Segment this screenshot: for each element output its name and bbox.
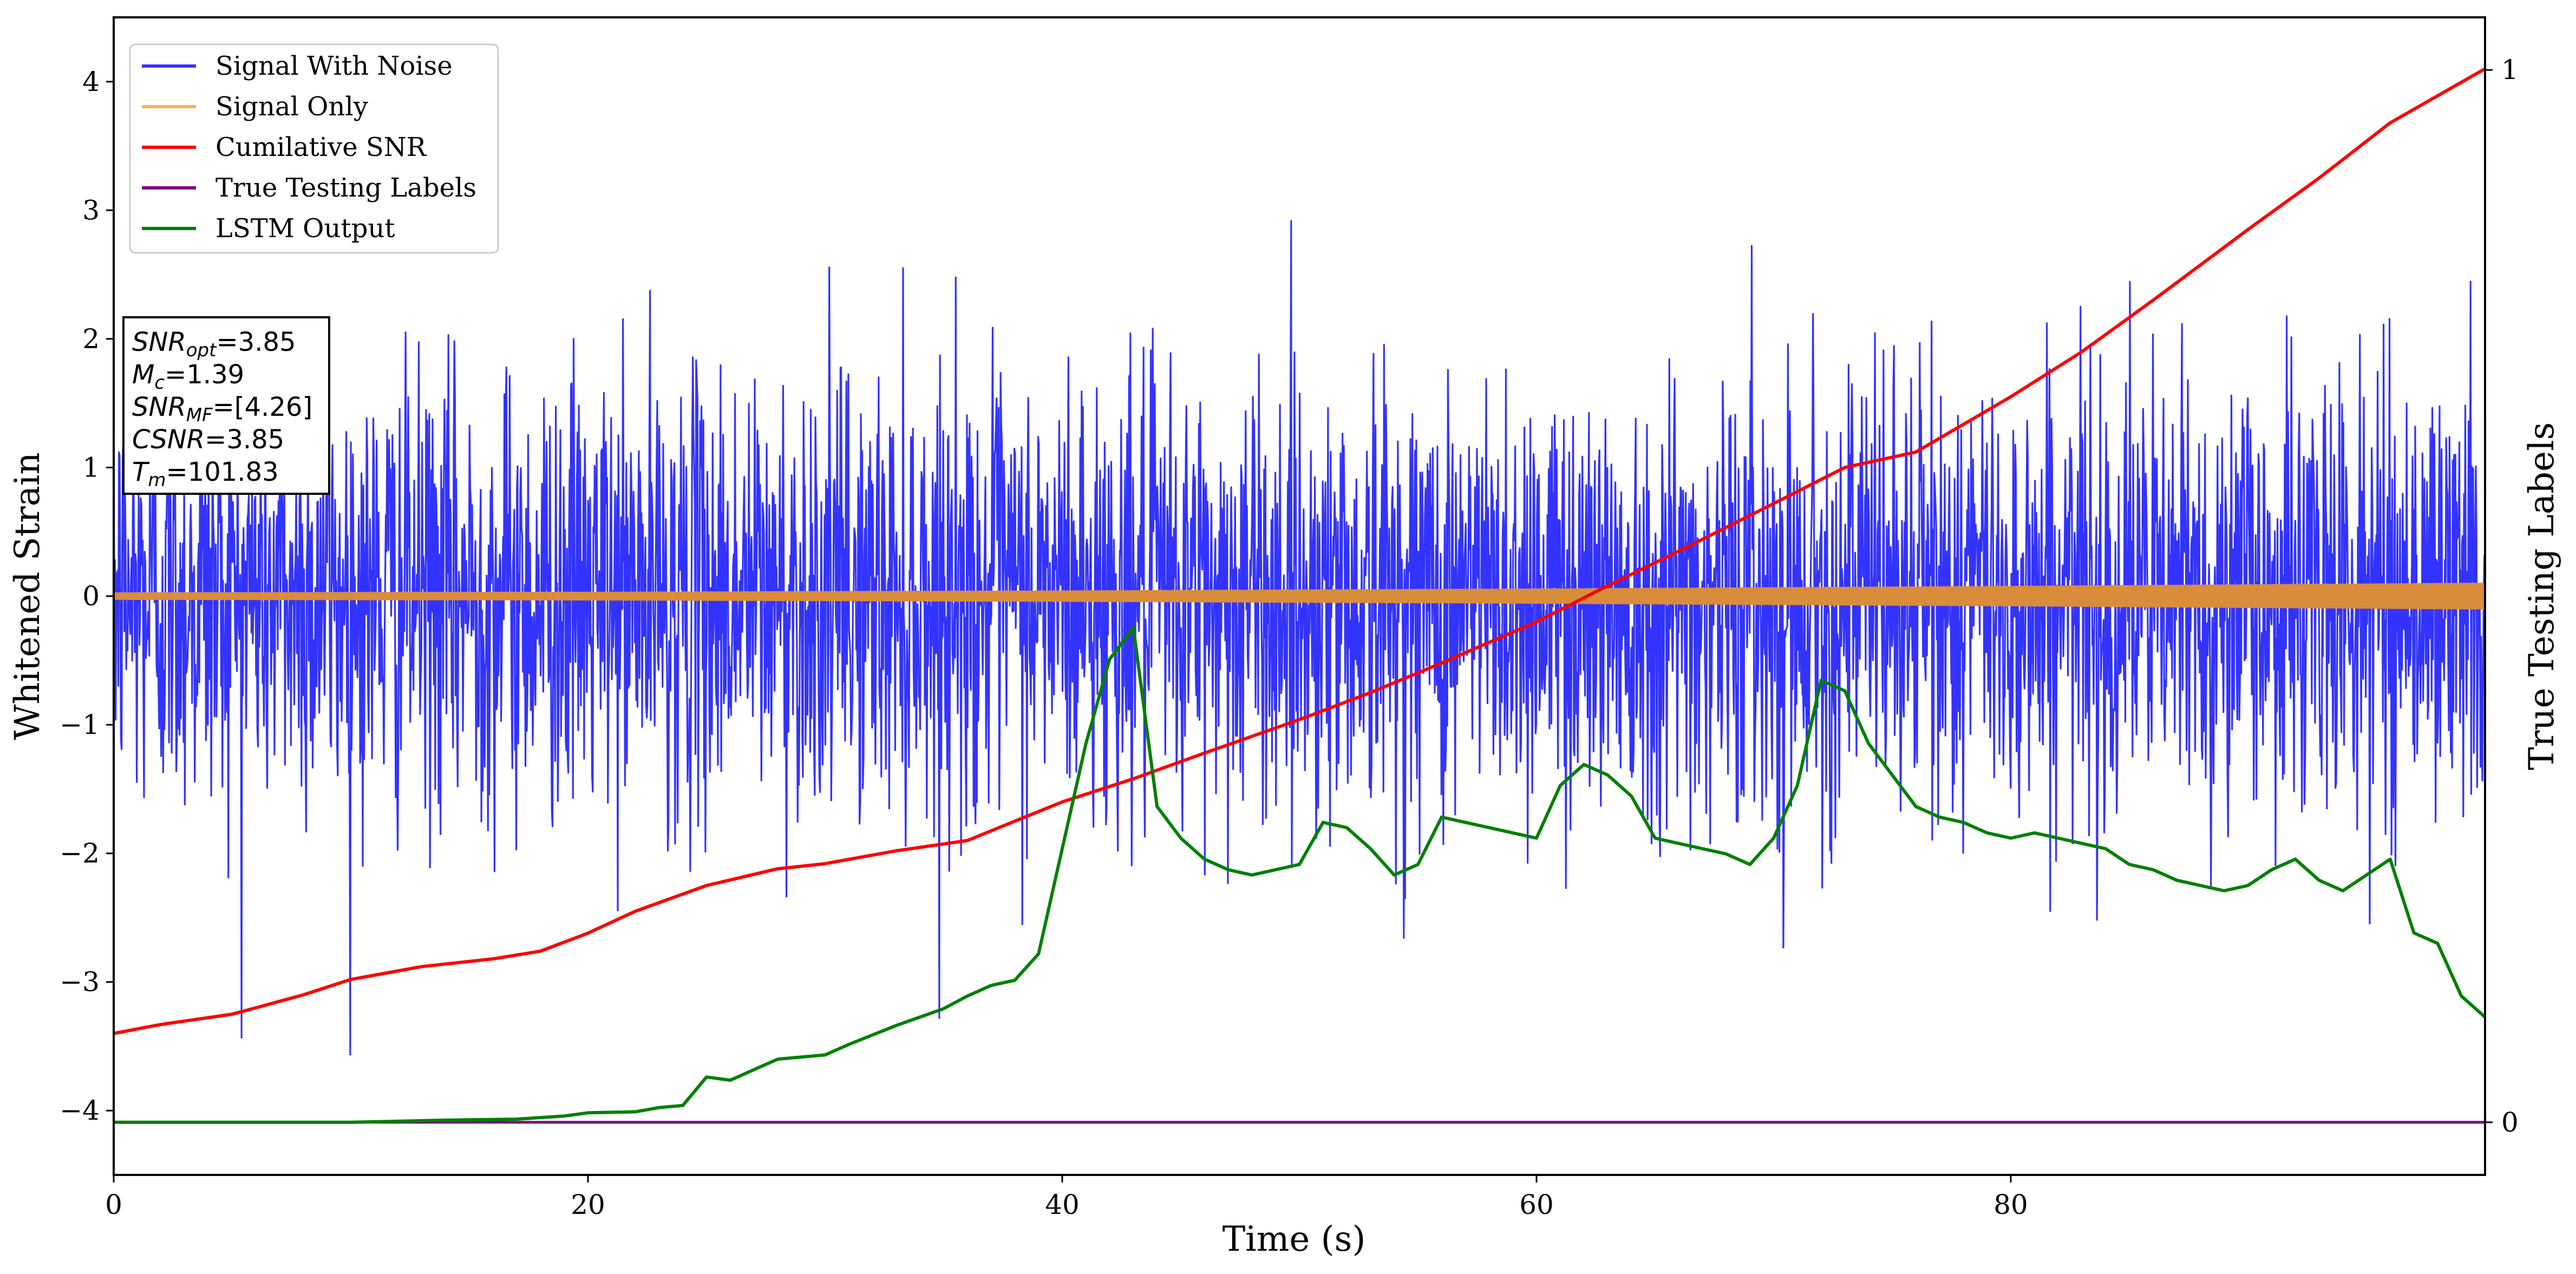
signal-only-band bbox=[114, 583, 2485, 610]
y-axis-title: Whitened Strain bbox=[8, 452, 48, 740]
x-axis: 0 20 40 60 80 bbox=[105, 1175, 2028, 1220]
y-tick-label: 1 bbox=[82, 452, 100, 483]
y-tick-label: 2 bbox=[82, 323, 100, 355]
signal-with-noise-line bbox=[114, 220, 2485, 1056]
x-axis-title: Time (s) bbox=[1222, 1219, 1366, 1259]
y-tick-label: −2 bbox=[60, 838, 100, 869]
plot-area bbox=[114, 67, 2485, 1124]
legend-label: True Testing Labels bbox=[215, 173, 476, 203]
signal-only-series bbox=[114, 583, 2485, 610]
annotation-lines: SNRopt=3.85Mc=1.39SNRMF=[4.26]CSNR=3.85T… bbox=[132, 327, 312, 491]
annotation-line: CSNR=3.85 bbox=[132, 424, 284, 455]
legend-label: Signal With Noise bbox=[215, 51, 453, 81]
y2-tick-label: 0 bbox=[2501, 1107, 2519, 1138]
legend-items: Signal With Noise Signal Only Cumilative S… bbox=[142, 51, 476, 244]
annotation-line: SNRopt=3.85 bbox=[132, 327, 296, 361]
x-tick-label: 20 bbox=[571, 1189, 605, 1220]
y-tick-label: 4 bbox=[82, 66, 100, 97]
annotation-box: SNRopt=3.85Mc=1.39SNRMF=[4.26]CSNR=3.85T… bbox=[122, 316, 330, 495]
line-series-group bbox=[114, 67, 2485, 1124]
annotation-frame bbox=[122, 316, 330, 495]
legend-label: LSTM Output bbox=[215, 213, 395, 244]
y-tick-label: −1 bbox=[60, 709, 100, 741]
annotation-line: SNRMF=[4.26] bbox=[132, 392, 312, 426]
annotation-line: Tm=101.83 bbox=[132, 457, 279, 491]
legend-label: Signal Only bbox=[215, 92, 368, 122]
y-axis-left: −4 −3 −2 −1 0 1 2 3 4 bbox=[60, 66, 114, 1126]
x-tick-label: 80 bbox=[1993, 1189, 2028, 1220]
y2-tick-label: 1 bbox=[2501, 54, 2519, 86]
signal-with-noise-series bbox=[114, 220, 2485, 1056]
x-tick-label: 40 bbox=[1045, 1189, 1080, 1220]
y2-axis-title: True Testing Labels bbox=[2522, 422, 2562, 770]
legend-label: Cumilative SNR bbox=[215, 132, 427, 162]
y-tick-label: 3 bbox=[82, 194, 100, 226]
y-tick-label: −4 bbox=[60, 1095, 100, 1126]
y-axis-right: 01 bbox=[2485, 54, 2519, 1138]
y-tick-label: −3 bbox=[60, 966, 100, 998]
lstm-output-line bbox=[114, 626, 2485, 1124]
cumulative-snr-line bbox=[114, 67, 2485, 1035]
x-tick-label: 60 bbox=[1519, 1189, 1554, 1220]
annotation-line: Mc=1.39 bbox=[132, 360, 244, 394]
y-tick-label: 0 bbox=[82, 580, 100, 612]
legend-box bbox=[129, 43, 499, 254]
legend: Signal With Noise Signal Only Cumilative S… bbox=[129, 43, 499, 254]
x-tick-label: 0 bbox=[105, 1189, 122, 1220]
